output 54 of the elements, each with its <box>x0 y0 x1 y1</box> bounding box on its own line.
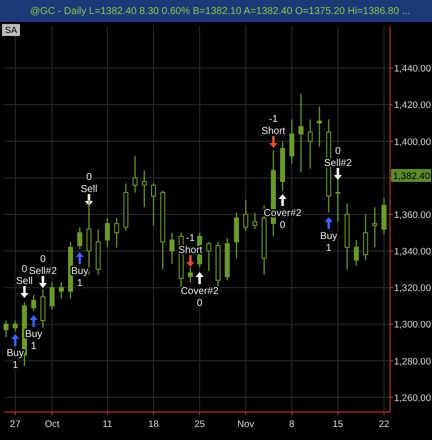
candlestick <box>308 118 313 170</box>
candlestick <box>372 206 378 248</box>
x-tick-label: 25 <box>194 419 205 430</box>
annotation: SA <box>4 25 18 35</box>
candlestick <box>252 212 258 230</box>
x-tick-label: Nov <box>237 419 254 430</box>
candlestick <box>142 170 147 208</box>
candlestick <box>243 199 248 232</box>
x-tick-label: 18 <box>148 419 159 430</box>
candlestick <box>104 217 110 248</box>
candlestick <box>77 226 82 250</box>
y-tick-label: 1,360.00 <box>394 210 431 221</box>
candlestick <box>4 320 8 338</box>
candlestick <box>363 214 368 261</box>
candlestick <box>234 212 239 259</box>
candlestick <box>50 282 55 310</box>
title-bar: @GC - Daily L=1382.40 8.30 0.60% B=1382.10 A=1382.40 O=1375.20 Hi=1386.80 ... <box>0 0 432 22</box>
candlestick <box>58 282 64 300</box>
candlestick <box>188 266 193 283</box>
candlestick <box>354 239 359 266</box>
candlestick <box>382 197 386 236</box>
candlestick <box>289 118 294 164</box>
y-tick-label: 1,300.00 <box>394 320 431 331</box>
candlestick <box>169 232 174 264</box>
candlestick <box>132 155 138 194</box>
x-tick-label: 27 <box>10 419 21 430</box>
annotation: Buy 1 <box>320 231 338 254</box>
text: 1,382.40 <box>393 171 430 182</box>
y-tick-label: 1,420.00 <box>394 100 431 112</box>
annotation: Buy 1 <box>6 348 24 371</box>
x-tick-label: 8 <box>289 419 294 430</box>
annotation: -1 Short <box>261 114 286 137</box>
y-tick-label: 1,320.00 <box>394 283 431 294</box>
y-tick-label: 1,440.00 <box>394 64 431 75</box>
annotation: Cover#2 0 <box>180 286 219 309</box>
y-tick-label: 1,260.00 <box>394 392 431 404</box>
y-tick-label: 1,340.00 <box>394 246 431 258</box>
candlestick <box>316 106 322 148</box>
candlestick <box>114 217 120 248</box>
y-tick-label: 1,400.00 <box>394 136 431 148</box>
candlestick <box>206 241 212 272</box>
chart-title: @GC - Daily L=1382.40 8.30 0.60% B=1382.10 A=1382.40 O=1375.20 Hi=1386.80 ... <box>30 6 410 17</box>
candlestick <box>12 320 18 332</box>
x-tick-label: Oct <box>44 419 60 430</box>
annotation: 0 Sell#2 <box>28 254 58 277</box>
candlestick <box>298 93 304 173</box>
x-tick-label: 11 <box>102 419 112 430</box>
x-tick-label: 22 <box>378 419 390 430</box>
candlestick <box>151 182 156 226</box>
y-tick-label: 1,280.00 <box>394 356 431 368</box>
candlestick <box>31 294 36 312</box>
x-tick-label: 15 <box>332 419 344 430</box>
candlestick <box>40 288 46 328</box>
annotation: 0 Sell <box>80 172 98 195</box>
